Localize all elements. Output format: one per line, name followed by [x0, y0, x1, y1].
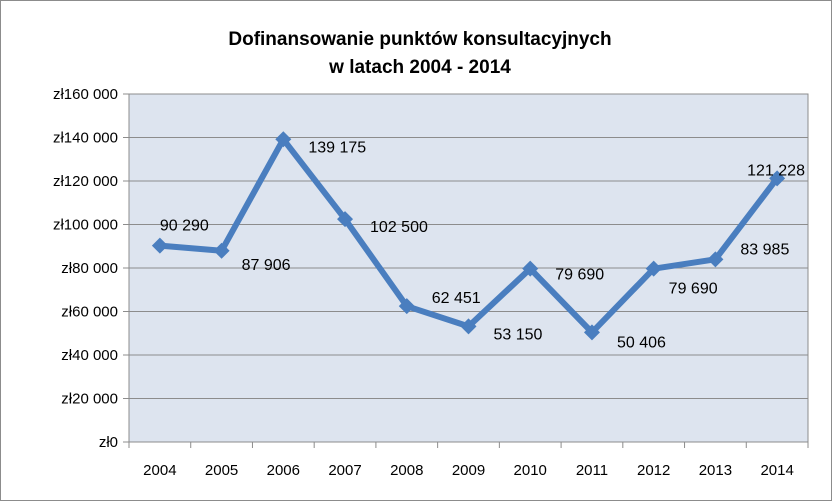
data-point [460, 318, 477, 335]
y-tick-label: zł40 000 [61, 347, 118, 364]
data-label: 50 406 [617, 334, 666, 351]
y-tick-label: zł20 000 [61, 391, 118, 408]
data-point [275, 131, 292, 148]
data-label: 102 500 [370, 219, 428, 236]
data-label: 62 451 [432, 290, 481, 307]
chart-title: Dofinansowanie punktów konsultacyjnych w… [130, 26, 710, 82]
data-point [337, 211, 354, 228]
chart-title-line-1: Dofinansowanie punktów konsultacyjnych [228, 29, 612, 50]
data-point [645, 260, 662, 277]
chart-title-line-2: w latach 2004 - 2014 [329, 57, 511, 78]
data-label: 90 290 [160, 218, 209, 235]
x-tick-label: 2011 [576, 462, 608, 479]
x-tick-label: 2012 [637, 462, 670, 479]
x-tick-label: 2005 [205, 462, 238, 479]
data-point [583, 324, 600, 341]
data-label: 79 690 [555, 267, 604, 284]
data-point [769, 170, 786, 187]
y-tick-label: zł80 000 [61, 260, 118, 277]
data-label: 53 150 [494, 326, 543, 343]
data-label: 139 175 [308, 139, 366, 156]
y-tick-label: zł60 000 [61, 304, 118, 321]
data-label: 87 906 [242, 257, 291, 274]
data-point [707, 251, 724, 268]
y-tick-label: zł140 000 [53, 130, 118, 147]
y-tick-label: zł120 000 [53, 173, 118, 190]
data-label: 79 690 [669, 281, 718, 298]
x-tick-label: 2013 [699, 462, 732, 479]
data-point [522, 260, 539, 277]
x-tick-label: 2014 [760, 462, 793, 479]
x-tick-label: 2008 [390, 462, 423, 479]
y-tick-label: zł100 000 [53, 217, 118, 234]
data-label: 121 228 [747, 162, 805, 179]
data-label: 83 985 [740, 241, 789, 258]
x-tick-label: 2010 [514, 462, 547, 479]
y-tick-label: zł0 [99, 434, 118, 451]
data-point [151, 237, 168, 254]
x-tick-label: 2004 [143, 462, 176, 479]
data-point [398, 298, 415, 315]
x-tick-label: 2007 [328, 462, 361, 479]
x-tick-label: 2006 [267, 462, 300, 479]
x-tick-label: 2009 [452, 462, 485, 479]
data-point [213, 242, 230, 259]
y-tick-label: zł160 000 [53, 86, 118, 103]
